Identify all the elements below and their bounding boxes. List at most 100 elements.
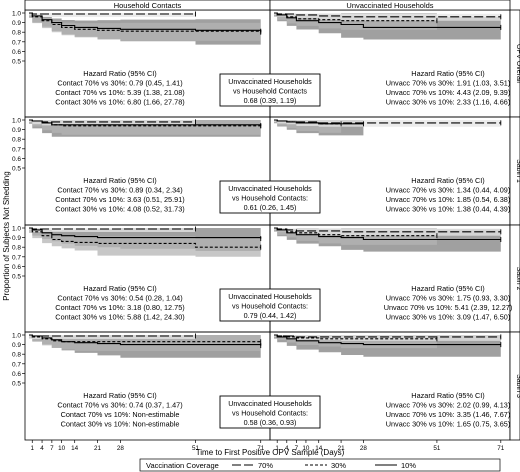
legend-label-30: 30% (331, 461, 346, 470)
x-tick-label: 7 (295, 445, 299, 452)
x-tick-label: 71 (257, 445, 265, 452)
comparison-box (219, 395, 321, 429)
y-tick-label: 0.5 (12, 166, 21, 173)
hazard-ratio-line: Unvacc 70% vs 10%: 3.35 (1.46, 7.67) (386, 410, 511, 419)
x-tick-label: 14 (315, 445, 323, 452)
x-tick-label: 51 (433, 445, 441, 452)
y-axis-label: Proportion of Subjects Not Shedding (2, 171, 11, 300)
hazard-ratio-line: Unvacc 30% vs 10%: 3.09 (1.47, 6.50) (386, 313, 511, 322)
y-tick-label: 0.9 (12, 127, 21, 134)
hazard-ratio-line: Contact 30% vs 10%: 4.08 (0.52, 31.73) (55, 205, 184, 214)
x-axis-label: Time to First Positive OPV Sample (Days) (196, 448, 345, 457)
km-curve-10 (29, 12, 262, 33)
hazard-ratio-line: Unvacc 70% vs 30%: 1.75 (0.93, 3.30) (386, 294, 511, 303)
column-strip-label: Unvaccinated Households (346, 1, 433, 10)
comparison-line: Unvaccinated Households (228, 77, 312, 86)
y-tick-label: 0.7 (12, 39, 21, 46)
km-curve-10 (29, 334, 262, 346)
comparison-line: Unvaccinated Households (228, 292, 312, 301)
column-strip (269, 0, 511, 11)
km-curve-10 (29, 119, 262, 126)
y-tick-label: 0.8 (12, 137, 21, 144)
km-curve-10 (274, 227, 501, 241)
ci-band-70 (274, 228, 501, 236)
x-tick-label: 28 (360, 445, 368, 452)
hazard-ratio-line: Contact 70% vs 10%: 3.18 (0.80, 12.75) (55, 303, 184, 312)
km-curve-10 (274, 12, 501, 28)
km-curve-30 (29, 227, 261, 248)
comparison-line: 0.61 (0.26, 1.45) (244, 203, 297, 212)
comparison-line: vs Household Contacts: (232, 194, 308, 203)
comparison-line: vs Household Contacts: (232, 302, 308, 311)
row-strip-label: OPV Overall (515, 44, 520, 83)
panel-grid: OPV Overall 0.5 0.6 0.7 0.8 0.9 1.0 Sabin 1 0.5 0… (12, 0, 520, 441)
y-tick-label: 1.0 (12, 11, 21, 18)
y-tick-label: 0.6 (12, 49, 21, 56)
comparison-line: Unvaccinated Households (228, 399, 312, 408)
y-tick-label: 0.9 (12, 342, 21, 349)
hazard-ratio-line: Contact 70% vs 10%: Non-estimable (61, 410, 180, 419)
comparison-box (219, 73, 321, 107)
column-strip-label: Household Contacts (114, 1, 182, 10)
hazard-ratio-line: Contact 70% vs 30%: 0.89 (0.34, 2.34) (57, 186, 182, 195)
x-tick-label: 4 (285, 445, 289, 452)
hazard-ratio-line: Unvacc 30% vs 10%: 1.38 (0.44, 4.39) (386, 205, 511, 214)
y-tick-label: 0.5 (12, 381, 21, 388)
km-curve-10 (274, 119, 364, 125)
x-axis: 1 4 7 10 14 21 28 51 71 1 4 7 10 14 21 28 51 71 (31, 440, 505, 452)
hazard-ratio-line: Contact 30% vs 10%: 5.88 (1.42, 24.30) (55, 313, 184, 322)
y-tick-label: 0.6 (12, 264, 21, 271)
hazard-ratio-heading: Hazard Ratio (95% CI) (83, 284, 156, 293)
hazard-ratio-line: Contact 70% vs 30%: 0.54 (0.28, 1.04) (57, 294, 182, 303)
hazard-ratio-line: Contact 30% vs 10%: Non-estimable (61, 420, 180, 429)
x-tick-label: 10 (302, 445, 310, 452)
legend-title: Vaccination Coverage (146, 461, 219, 470)
x-tick-label: 14 (71, 445, 79, 452)
hazard-ratio-heading: Hazard Ratio (95% CI) (411, 176, 484, 185)
comparison-line: 0.68 (0.39, 1.19) (244, 96, 297, 105)
legend: Vaccination Coverage 70% 30% 10% (139, 458, 501, 472)
y-tick-label: 0.8 (12, 30, 21, 37)
hazard-ratio-line: Contact 70% vs 10%: 3.63 (0.51, 25.91) (55, 195, 184, 204)
comparison-line: vs Household Contacts (233, 87, 307, 96)
comparison-box (219, 288, 321, 322)
y-tick-label: 1.0 (12, 226, 21, 233)
hazard-ratio-heading: Hazard Ratio (95% CI) (411, 284, 484, 293)
y-tick-label: 0.6 (12, 371, 21, 378)
hazard-ratio-heading: Hazard Ratio (95% CI) (83, 391, 156, 400)
comparison-line: 0.58 (0.36, 0.93) (244, 418, 297, 427)
x-tick-label: 51 (192, 445, 200, 452)
hazard-ratio-line: Unvacc 70% vs 30%: 1.91 (1.03, 3.51) (386, 79, 511, 88)
hazard-ratio-line: Unvacc 70% vs 30%: 2.02 (0.99, 4.13) (386, 401, 511, 410)
y-tick-label: 0.5 (12, 59, 21, 66)
row-strip-label: Sabin 3 (515, 374, 520, 398)
ci-band-70 (274, 13, 501, 21)
hazard-ratio-heading: Hazard Ratio (95% CI) (83, 69, 156, 78)
comparison-line: Unvaccinated Households (228, 184, 312, 193)
ci-band-30 (29, 228, 261, 257)
legend-label-70: 70% (258, 461, 273, 470)
hazard-ratio-line: Contact 70% vs 10%: 5.39 (1.38, 21.08) (55, 88, 184, 97)
row-strip-label: Sabin 2 (515, 267, 520, 291)
y-tick-label: 0.6 (12, 156, 21, 163)
km-curve-30 (274, 334, 437, 340)
y-tick-label: 1.0 (12, 118, 21, 125)
y-tick-label: 0.8 (12, 245, 21, 252)
x-tick-label: 21 (338, 445, 346, 452)
hazard-ratio-heading: Hazard Ratio (95% CI) (411, 391, 484, 400)
x-tick-label: 28 (117, 445, 125, 452)
comparison-line: 0.79 (0.44, 1.42) (244, 311, 297, 320)
y-tick-label: 0.7 (12, 254, 21, 261)
hazard-ratio-line: Unvacc 70% vs 10%: 1.85 (0.54, 6.38) (386, 195, 511, 204)
hazard-ratio-line: Contact 70% vs 30%: 0.74 (0.37, 1.47) (57, 401, 182, 410)
hazard-ratio-line: Unvacc 30% vs 10%: 1.65 (0.75, 3.65) (386, 420, 511, 429)
comparison-box (219, 180, 321, 214)
legend-label-10: 10% (401, 461, 416, 470)
y-tick-label: 0.7 (12, 146, 21, 153)
comparison-line: vs Household Contacts: (232, 409, 308, 418)
x-tick-label: 71 (497, 445, 505, 452)
hazard-ratio-line: Unvacc 30% vs 10%: 2.33 (1.16, 4.66) (386, 98, 511, 107)
x-tick-label: 4 (40, 445, 44, 452)
km-curve-10 (29, 227, 262, 239)
